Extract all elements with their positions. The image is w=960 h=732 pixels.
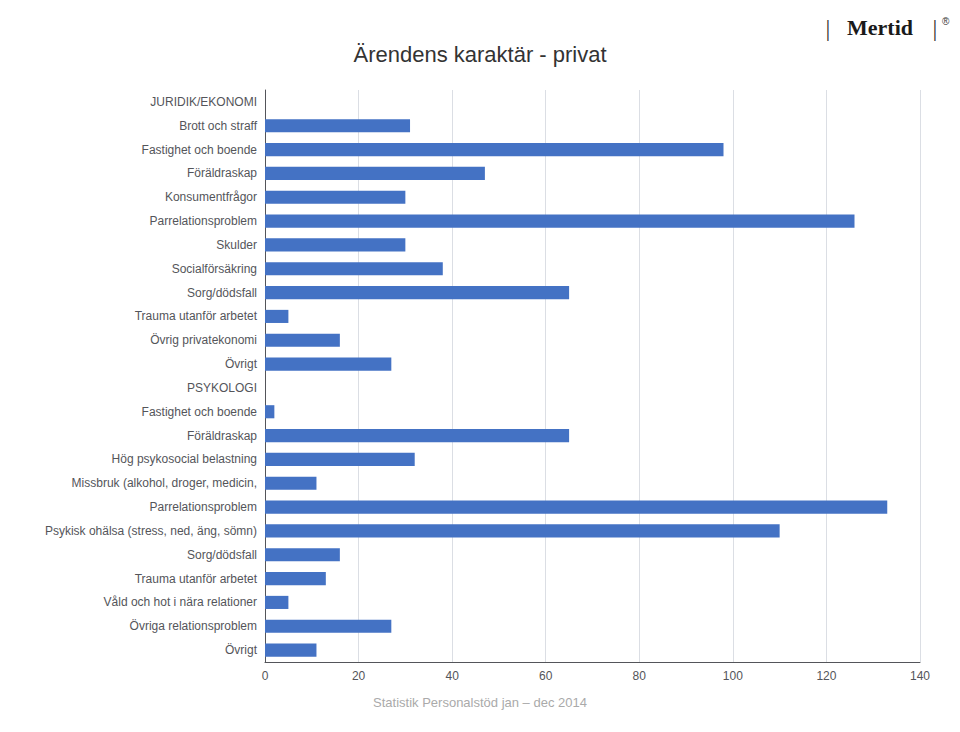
svg-text:120: 120 xyxy=(816,669,836,683)
svg-text:Trauma utanför arbetet: Trauma utanför arbetet xyxy=(135,572,258,586)
svg-text:80: 80 xyxy=(633,669,647,683)
svg-text:Trauma utanför arbetet: Trauma utanför arbetet xyxy=(135,309,258,323)
svg-text:Hög psykosocial belastning: Hög psykosocial belastning xyxy=(112,452,257,466)
svg-text:Socialförsäkring: Socialförsäkring xyxy=(172,262,257,276)
svg-text:Missbruk (alkohol, droger, med: Missbruk (alkohol, droger, medicin, xyxy=(72,476,257,490)
svg-text:40: 40 xyxy=(445,669,459,683)
svg-text:Fastighet och boende: Fastighet och boende xyxy=(142,405,258,419)
svg-text:Mertid: Mertid xyxy=(847,15,913,40)
svg-text:JURIDIK/EKONOMI: JURIDIK/EKONOMI xyxy=(150,95,257,109)
svg-text:140: 140 xyxy=(910,669,930,683)
svg-text:Föräldraskap: Föräldraskap xyxy=(187,429,257,443)
svg-text:Våld och hot i nära relationer: Våld och hot i nära relationer xyxy=(104,595,257,609)
svg-text:0: 0 xyxy=(262,669,269,683)
svg-text:Föräldraskap: Föräldraskap xyxy=(187,166,257,180)
svg-text:Brott och straff: Brott och straff xyxy=(179,119,257,133)
svg-text:Övrigt: Övrigt xyxy=(225,643,258,657)
svg-text:|: | xyxy=(826,15,831,41)
svg-text:Sorg/dödsfall: Sorg/dödsfall xyxy=(187,286,257,300)
svg-text:Skulder: Skulder xyxy=(216,238,257,252)
svg-text:PSYKOLOGI: PSYKOLOGI xyxy=(187,381,257,395)
svg-text:Ärendens karaktär - privat: Ärendens karaktär - privat xyxy=(353,42,606,67)
svg-text:Psykisk ohälsa (stress, ned, ä: Psykisk ohälsa (stress, ned, äng, sömn) xyxy=(45,524,257,538)
svg-text:Konsumentfrågor: Konsumentfrågor xyxy=(165,190,257,204)
svg-text:60: 60 xyxy=(539,669,553,683)
svg-text:Statistik Personalstöd jan – d: Statistik Personalstöd jan – dec 2014 xyxy=(373,695,587,710)
svg-text:Parrelationsproblem: Parrelationsproblem xyxy=(150,500,257,514)
svg-text:Övrig privatekonomi: Övrig privatekonomi xyxy=(150,333,257,347)
svg-text:®: ® xyxy=(942,16,950,27)
svg-text:20: 20 xyxy=(352,669,366,683)
svg-text:Sorg/dödsfall: Sorg/dödsfall xyxy=(187,548,257,562)
svg-text:100: 100 xyxy=(723,669,743,683)
svg-text:|: | xyxy=(933,15,938,41)
svg-text:Fastighet och boende: Fastighet och boende xyxy=(142,143,258,157)
svg-text:Övrigt: Övrigt xyxy=(225,357,258,371)
svg-text:Parrelationsproblem: Parrelationsproblem xyxy=(150,214,257,228)
svg-text:Övriga relationsproblem: Övriga relationsproblem xyxy=(130,619,257,633)
